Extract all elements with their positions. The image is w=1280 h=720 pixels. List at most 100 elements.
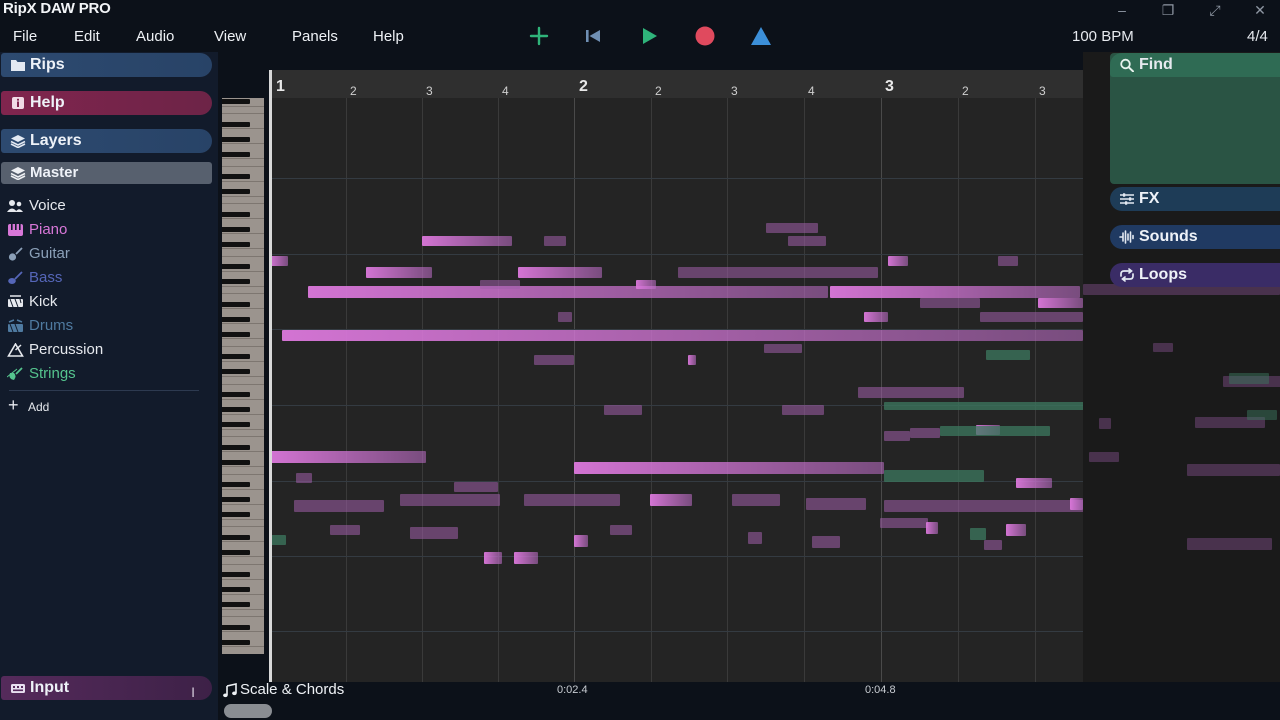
sounds-panel-header[interactable]: Sounds	[1110, 225, 1280, 249]
piano-note[interactable]	[788, 236, 826, 246]
piano-keyboard[interactable]	[222, 98, 264, 654]
piano-note[interactable]	[454, 482, 498, 492]
black-key[interactable]	[222, 301, 250, 307]
black-key[interactable]	[222, 549, 250, 555]
black-key[interactable]	[222, 534, 250, 540]
scale-chords-button[interactable]: Scale & Chords	[222, 682, 344, 698]
black-key[interactable]	[222, 174, 250, 180]
playhead[interactable]	[269, 70, 272, 682]
black-key[interactable]	[222, 572, 250, 578]
layer-item-percussion[interactable]: Percussion	[7, 340, 103, 360]
piano-note[interactable]	[732, 494, 780, 506]
piano-note[interactable]	[400, 494, 500, 506]
piano-note[interactable]	[604, 405, 642, 415]
piano-note[interactable]	[1006, 524, 1026, 536]
layer-item-kick[interactable]: Kick	[7, 292, 57, 312]
piano-note[interactable]	[888, 256, 908, 266]
black-key[interactable]	[222, 497, 250, 503]
black-key[interactable]	[222, 369, 250, 375]
piano-note[interactable]	[558, 312, 572, 322]
input-panel-header[interactable]: Input I	[1, 676, 212, 700]
piano-note[interactable]	[980, 312, 1083, 322]
piano-note[interactable]	[688, 355, 696, 365]
piano-note[interactable]	[574, 462, 884, 474]
black-key[interactable]	[222, 189, 250, 195]
piano-note[interactable]	[330, 525, 360, 535]
black-key[interactable]	[222, 121, 250, 127]
piano-note[interactable]	[480, 280, 520, 289]
layer-item-guitar[interactable]: Guitar	[7, 244, 70, 264]
black-key[interactable]	[222, 151, 250, 157]
black-key[interactable]	[222, 459, 250, 465]
piano-note[interactable]	[910, 428, 940, 438]
piano-note[interactable]	[1016, 478, 1052, 488]
black-key[interactable]	[222, 316, 250, 322]
piano-note[interactable]	[544, 236, 566, 246]
piano-note[interactable]	[636, 280, 656, 289]
menu-view[interactable]: View	[214, 28, 247, 45]
piano-note[interactable]	[534, 355, 574, 365]
black-key[interactable]	[222, 624, 250, 630]
black-key[interactable]	[222, 602, 250, 608]
piano-note[interactable]	[484, 552, 502, 564]
black-key[interactable]	[222, 639, 250, 645]
piano-note[interactable]	[1038, 298, 1083, 308]
piano-note[interactable]	[880, 518, 928, 528]
record-icon[interactable]	[693, 24, 717, 48]
skip-back-icon[interactable]	[581, 24, 605, 48]
strings-note[interactable]	[270, 535, 286, 545]
black-key[interactable]	[222, 211, 250, 217]
help-panel-header[interactable]: Help	[1, 91, 212, 115]
piano-note[interactable]	[748, 532, 762, 544]
black-key[interactable]	[222, 407, 250, 413]
metronome-icon[interactable]	[749, 24, 773, 48]
find-panel-header[interactable]: Find	[1110, 53, 1280, 77]
minimize-icon[interactable]: –	[1118, 2, 1126, 18]
piano-note[interactable]	[766, 223, 818, 233]
bpm-display[interactable]: 100 BPM	[1072, 28, 1134, 45]
black-key[interactable]	[222, 331, 250, 337]
menu-help[interactable]: Help	[373, 28, 404, 45]
strings-note[interactable]	[884, 470, 984, 482]
add-layer-button[interactable]: + Add	[8, 396, 49, 416]
piano-note[interactable]	[650, 494, 692, 506]
menu-edit[interactable]: Edit	[74, 28, 100, 45]
text-cursor-icon[interactable]: I	[191, 684, 195, 700]
menu-file[interactable]: File	[13, 28, 38, 45]
add-icon[interactable]	[527, 24, 551, 48]
piano-note[interactable]	[764, 344, 802, 353]
piano-note[interactable]	[984, 540, 1002, 550]
piano-note[interactable]	[514, 552, 538, 564]
piano-note[interactable]	[884, 500, 1083, 512]
piano-note[interactable]	[806, 498, 866, 510]
piano-note[interactable]	[296, 473, 312, 483]
layers-panel-header[interactable]: Layers	[1, 129, 212, 153]
piano-note[interactable]	[830, 286, 1080, 298]
piano-note[interactable]	[812, 536, 840, 548]
piano-note[interactable]	[610, 525, 632, 535]
strings-note[interactable]	[940, 426, 1050, 436]
master-layer[interactable]: Master	[1, 162, 212, 184]
black-key[interactable]	[222, 279, 250, 285]
black-key[interactable]	[222, 354, 250, 360]
piano-note[interactable]	[884, 431, 910, 441]
piano-note[interactable]	[294, 500, 384, 512]
close-icon[interactable]: ✕	[1254, 2, 1266, 18]
piano-note[interactable]	[366, 267, 432, 278]
layer-item-bass[interactable]: Bass	[7, 268, 62, 288]
black-key[interactable]	[222, 241, 250, 247]
restore-icon[interactable]: ❐	[1161, 2, 1175, 18]
black-key[interactable]	[222, 136, 250, 142]
black-key[interactable]	[222, 422, 250, 428]
piano-note[interactable]	[574, 535, 588, 547]
layer-item-voice[interactable]: Voice	[7, 196, 66, 216]
piano-note[interactable]	[678, 267, 878, 278]
piano-note[interactable]	[782, 405, 824, 415]
piano-note[interactable]	[270, 451, 426, 463]
layer-item-strings[interactable]: Strings	[7, 364, 76, 384]
layer-item-drums[interactable]: Drums	[7, 316, 73, 336]
piano-note[interactable]	[270, 256, 288, 266]
piano-note[interactable]	[518, 267, 602, 278]
expand-icon[interactable]: ⤢	[1209, 2, 1221, 18]
piano-note[interactable]	[282, 330, 1083, 341]
